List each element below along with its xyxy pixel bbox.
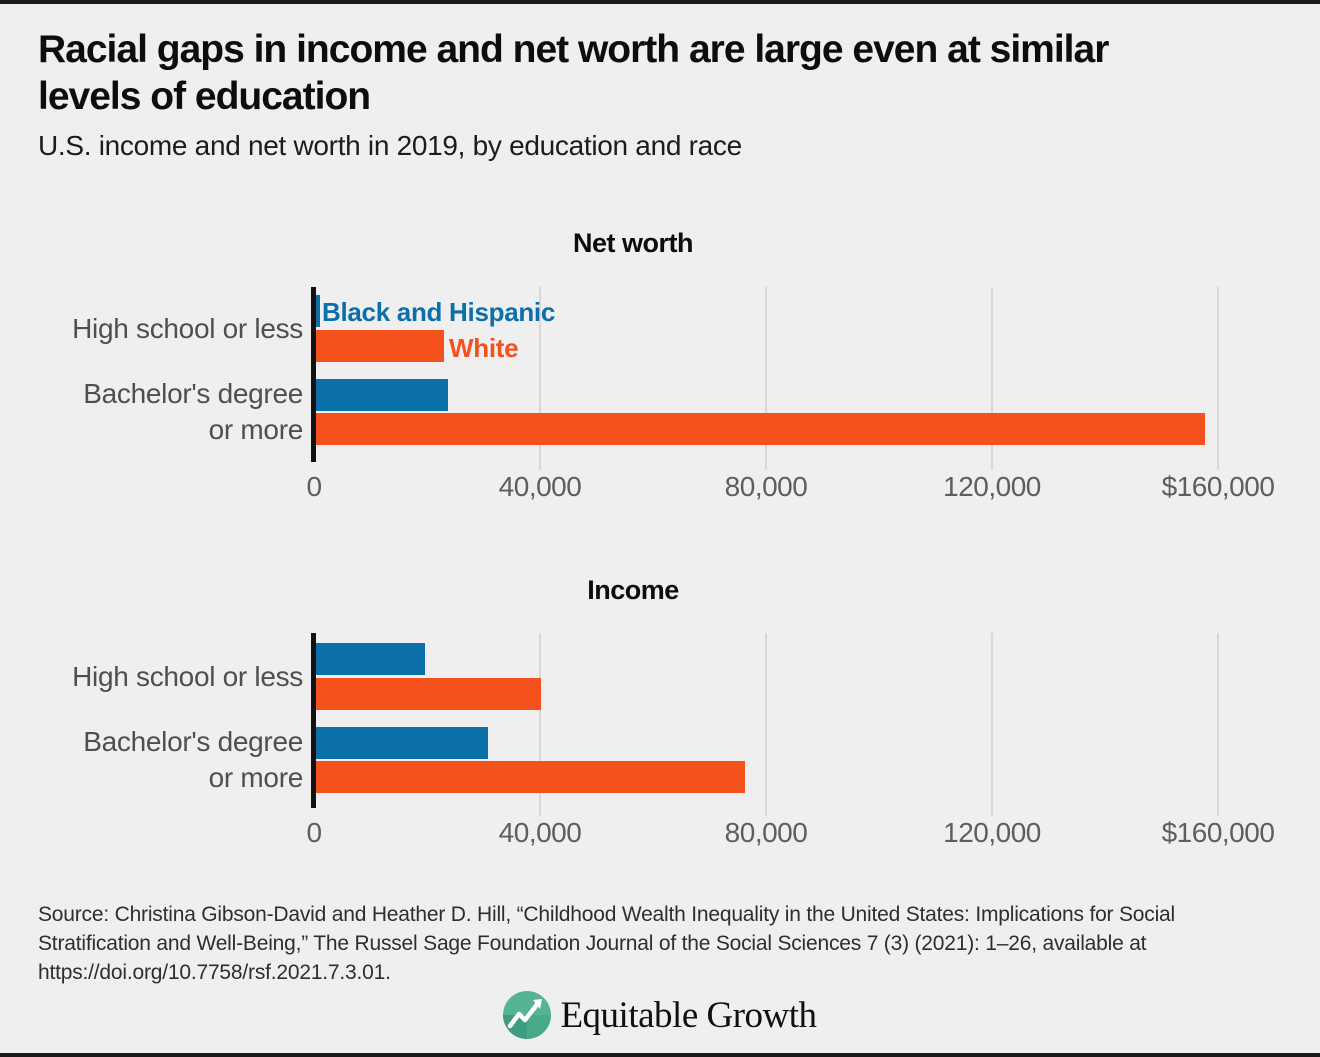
top-border (0, 0, 1320, 4)
page-title-line-2: levels of education (38, 75, 371, 118)
net-worth-legend-white: White (449, 333, 519, 363)
income-axis-tick-160000: $160,000 (1161, 817, 1275, 848)
net-worth-legend-black-hispanic: Black and Hispanic (322, 297, 556, 327)
income-axis-tick-80000: 80,000 (724, 817, 808, 848)
net-worth-gridline-160000 (1217, 287, 1219, 470)
net-worth-bar-group0-black-hispanic (316, 295, 320, 327)
net-worth-axis-tick-160000: $160,000 (1161, 471, 1275, 502)
net-worth-chart-title: Net worth (573, 228, 694, 258)
net-worth-gridline-80000 (765, 287, 767, 470)
page-title: Racial gaps in income and net worth are … (38, 26, 1188, 120)
net-worth-category-label-1: Bachelor's degree or more (83, 378, 303, 445)
equitable-growth-logo: Equitable Growth (0, 991, 1320, 1039)
net-worth-axis-tick-120000: 120,000 (943, 471, 1041, 502)
income-category-label-0: High school or less (72, 660, 303, 692)
net-worth-gridline-120000 (991, 287, 993, 470)
net-worth-axis-tick-0: 0 (306, 471, 322, 502)
income-axis-tick-0: 0 (306, 817, 322, 848)
income-bar-group1-white (316, 761, 745, 793)
income-bar-group1-black-hispanic (316, 727, 488, 759)
income-gridline-160000 (1217, 633, 1219, 816)
net-worth-axis-tick-80000: 80,000 (724, 471, 808, 502)
net-worth-category-label-0: High school or less (72, 312, 303, 344)
income-gridline-120000 (991, 633, 993, 816)
income-chart-title: Income (587, 575, 679, 605)
net-worth-axis-tick-40000: 40,000 (498, 471, 582, 502)
income-gridline-40000 (539, 633, 541, 816)
income-y-axis-line (311, 633, 316, 808)
income-axis-tick-40000: 40,000 (498, 817, 582, 848)
net-worth-bar-group0-white (316, 330, 444, 362)
income-gridline-80000 (765, 633, 767, 816)
net-worth-bar-group1-black-hispanic (316, 379, 448, 411)
net-worth-y-axis-line (311, 287, 316, 462)
source-text: Source: Christina Gibson-David and Heath… (38, 903, 1175, 984)
net-worth-bar-group1-white (316, 413, 1205, 445)
net-worth-gridline-40000 (539, 287, 541, 470)
income-bar-group0-white (316, 678, 541, 710)
logo-text: Equitable Growth (560, 994, 817, 1036)
page-title-line-1: Racial gaps in income and net worth are … (38, 28, 1109, 71)
logo-chart-line-icon (503, 991, 552, 1039)
income-category-label-1: Bachelor's degree or more (83, 726, 303, 793)
income-bar-group0-black-hispanic (316, 643, 425, 675)
bottom-border (0, 1053, 1320, 1057)
subtitle: U.S. income and net worth in 2019, by ed… (38, 130, 742, 161)
income-axis-tick-120000: 120,000 (943, 817, 1041, 848)
